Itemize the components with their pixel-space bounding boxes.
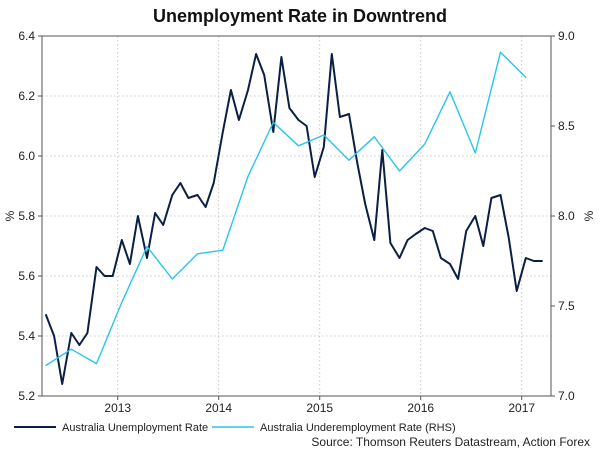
chart-title: Unemployment Rate in Downtrend [153,6,447,26]
y-left-tick-label: 6.2 [18,89,35,103]
legend-label-underemployment: Australia Underemployment Rate (RHS) [260,422,456,434]
gridlines [42,36,551,396]
y-right-tick-label: 8.0 [558,209,575,223]
legend-label-unemployment: Australia Unemployment Rate [62,422,208,434]
series-line-unemployment-rate [45,53,543,385]
y-left-tick-label: 6.4 [18,29,35,43]
x-tick-label: 2014 [205,401,232,415]
y-axis-left-label: % [3,210,17,221]
series-line-underemployment-rate [45,51,527,367]
y-right-tick-label: 7.5 [558,299,575,313]
y-left-tick-label: 6.0 [18,149,35,163]
x-tick-label: 2016 [407,401,434,415]
y-left-tick-label: 5.8 [18,209,35,223]
y-axis-right-label: % [582,210,596,221]
tick-layer: 5.2 5.4 5.6 5.8 6.0 6.2 6.4 7.0 7.5 8.0 8.5 9.0 2013… [18,29,575,415]
series-layer [45,51,543,385]
y-left-tick-label: 5.2 [18,389,35,403]
y-left-tick-label: 5.4 [18,329,35,343]
y-right-tick-label: 7.0 [558,389,575,403]
x-tick-label: 2013 [104,401,131,415]
y-right-tick-label: 9.0 [558,29,575,43]
y-right-tick-label: 8.5 [558,119,575,133]
y-left-tick-label: 5.6 [18,269,35,283]
legend: Australia Unemployment Rate Australia Un… [14,422,456,434]
x-tick-label: 2017 [508,401,535,415]
x-tick-label: 2015 [306,401,333,415]
source-note: Source: Thomson Reuters Datastream, Acti… [311,435,590,449]
